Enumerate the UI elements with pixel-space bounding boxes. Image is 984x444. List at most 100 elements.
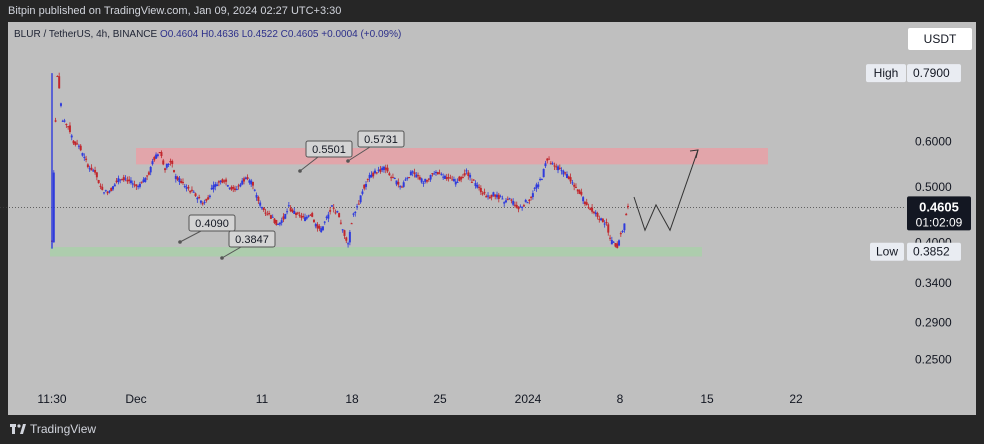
candle-body	[512, 200, 515, 205]
x-tick-label: 18	[345, 392, 359, 406]
y-tick-label: 0.2500	[915, 352, 952, 366]
candle-body	[350, 223, 353, 225]
candle-body	[169, 160, 172, 163]
candle-body	[449, 177, 452, 179]
footer-brand: TradingView	[30, 422, 97, 436]
candle-body	[397, 181, 400, 185]
candle-body	[293, 210, 296, 215]
candle-body	[553, 165, 556, 167]
candle-body	[472, 179, 475, 181]
candle-body	[594, 212, 597, 215]
candle-body	[539, 179, 542, 181]
candle-body	[485, 195, 488, 198]
legend-symbol: BLUR / TetherUS, 4h, BINANCE	[14, 29, 158, 40]
candle-body	[122, 177, 125, 181]
candle-body	[592, 211, 595, 213]
candle-body	[216, 184, 219, 186]
candle-body	[404, 179, 407, 181]
candle-body	[370, 174, 373, 178]
chart-frame[interactable]	[8, 22, 976, 415]
candle-body	[203, 201, 206, 203]
candle-body	[442, 176, 445, 178]
candle-body	[287, 205, 290, 207]
candle-body	[494, 194, 497, 197]
candle-body	[235, 188, 238, 190]
candle-body	[262, 207, 265, 211]
candle-body	[517, 206, 520, 210]
candle-body	[217, 181, 220, 183]
y-tick-label: 0.5000	[915, 180, 952, 194]
candle-body	[277, 223, 280, 225]
candle-body	[330, 205, 333, 207]
candle-body	[542, 168, 545, 178]
candle-body	[146, 175, 149, 177]
candle-body	[616, 243, 619, 248]
candle-body	[314, 223, 317, 227]
candle-body	[406, 177, 409, 179]
candle-body	[173, 170, 176, 173]
currency-button[interactable]: USDT	[908, 28, 972, 50]
candle-body	[67, 126, 70, 128]
candle-body	[386, 167, 389, 172]
candle-body	[388, 173, 391, 176]
candle-body	[467, 172, 470, 176]
candle-body	[618, 240, 621, 246]
candle-body	[499, 196, 502, 198]
candle-body	[508, 198, 511, 200]
candle-body	[63, 120, 66, 122]
candle-body	[619, 233, 622, 235]
candle-body	[86, 164, 89, 168]
candle-body	[115, 180, 118, 183]
candle-body	[59, 103, 62, 106]
candle-body	[526, 202, 529, 204]
candle-body	[627, 205, 629, 207]
candle-body	[79, 145, 82, 151]
candle-body	[469, 174, 472, 178]
candle-body	[97, 179, 100, 184]
candle-body	[546, 158, 549, 161]
candle-body	[334, 212, 337, 214]
candle-body	[142, 179, 145, 183]
legend-close: C0.4605	[280, 29, 319, 40]
candle-body	[530, 196, 533, 198]
candle-body	[583, 201, 586, 205]
x-tick-label: 8	[617, 392, 624, 406]
candle-body	[582, 197, 585, 202]
candle-body	[381, 167, 384, 171]
candle-body	[289, 207, 292, 212]
candle-body	[454, 181, 457, 185]
candle-body	[609, 237, 612, 239]
candle-body	[65, 123, 68, 126]
high-marker-label: High	[874, 66, 899, 80]
y-tick-label: 0.6000	[915, 135, 952, 149]
candle-body	[399, 186, 402, 188]
candle-body	[275, 219, 278, 225]
candle-body	[171, 160, 174, 164]
candle-body	[117, 178, 120, 182]
candle-body	[207, 197, 210, 200]
candle-body	[571, 182, 574, 184]
candle-body	[481, 193, 484, 195]
candle-body	[402, 182, 405, 187]
candle-body	[390, 177, 393, 179]
candle-body	[133, 184, 136, 186]
candle-body	[372, 172, 375, 177]
candle-body	[151, 161, 154, 165]
candle-body	[391, 177, 394, 179]
candle-body	[269, 215, 272, 219]
candle-body	[519, 206, 522, 208]
candle-body	[359, 195, 362, 203]
candle-body	[601, 218, 604, 223]
candle-body	[120, 179, 123, 181]
candle-body	[345, 237, 348, 241]
candle-body	[483, 191, 486, 194]
candle-body	[576, 189, 579, 192]
candle-body	[531, 193, 534, 198]
candle-body	[239, 184, 242, 187]
candle-body	[85, 158, 88, 160]
candle-body	[569, 177, 572, 182]
candle-body	[327, 214, 330, 219]
candle-body	[226, 185, 229, 187]
candle-body	[478, 186, 481, 188]
